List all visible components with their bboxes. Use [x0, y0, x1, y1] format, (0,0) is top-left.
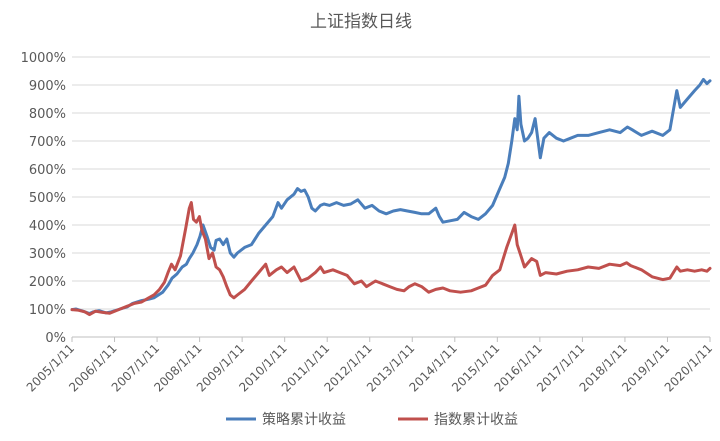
axes: 0% 100% 200% 300% 400% 500% 600% 700% 800% 900% 10…: [21, 51, 716, 395]
y-tick-label: 600%: [29, 163, 66, 178]
series-line-1: [70, 77, 712, 315]
legend-label: 指数累计收益: [434, 412, 518, 428]
y-tick-label: 300%: [29, 247, 66, 262]
y-tick-label: 900%: [29, 79, 66, 94]
series-lines: [70, 77, 712, 317]
gridlines: [72, 56, 710, 310]
y-tick-label: 400%: [29, 219, 66, 234]
y-tick-label: 500%: [29, 191, 66, 206]
y-tick-label: 200%: [29, 275, 66, 290]
legend: 策略累计收益 指数累计收益: [226, 411, 518, 428]
y-tick-label: 800%: [29, 107, 66, 122]
y-tick-label: 0%: [45, 331, 66, 346]
chart-title: 上证指数日线: [310, 12, 412, 32]
legend-label: 策略累计收益: [262, 411, 346, 428]
y-tick-label: 700%: [29, 135, 66, 150]
series-line-2: [70, 201, 712, 317]
y-tick-label: 1000%: [21, 51, 66, 66]
y-tick-label: 100%: [29, 303, 66, 318]
